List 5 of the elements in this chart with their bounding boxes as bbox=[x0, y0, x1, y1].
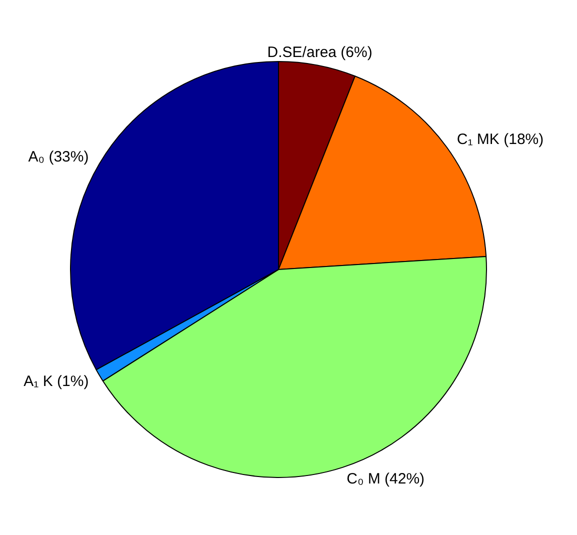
slice-label: A₁ K (1%) bbox=[24, 372, 89, 390]
slice-label: D.SE/area (6%) bbox=[267, 44, 372, 62]
slice-label: A₀ (33%) bbox=[28, 148, 89, 166]
slice-label: C₀ M (42%) bbox=[346, 470, 425, 488]
slice-label: C₁ MK (18%) bbox=[456, 131, 544, 148]
